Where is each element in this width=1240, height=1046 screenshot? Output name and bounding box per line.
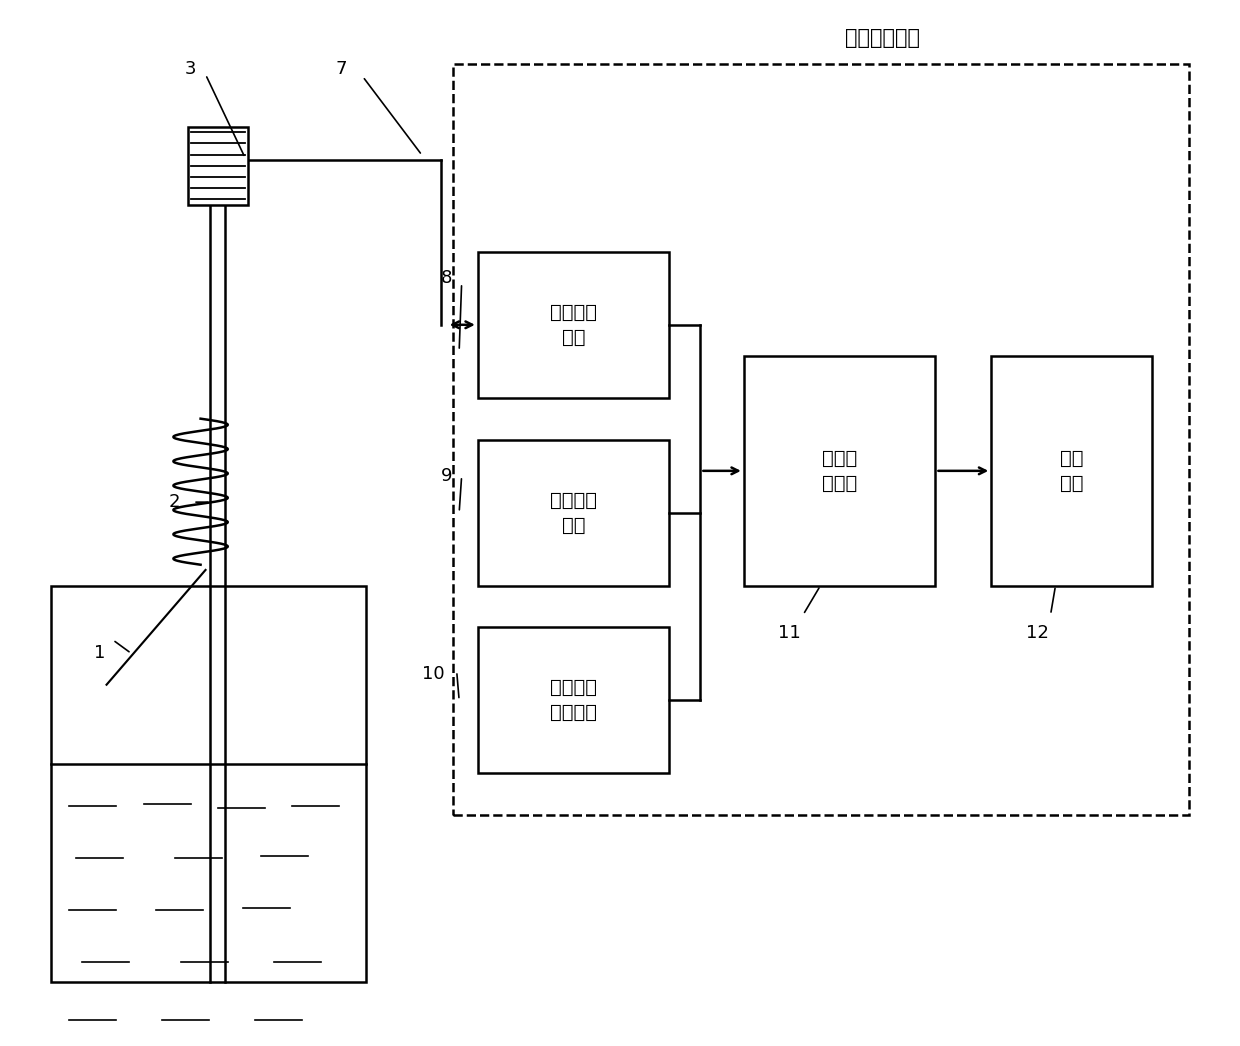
- Text: 2: 2: [169, 493, 180, 511]
- Text: 激励接收
装置: 激励接收 装置: [551, 302, 598, 347]
- Text: 12: 12: [1025, 623, 1049, 641]
- Bar: [453, 64, 1189, 815]
- Bar: [477, 439, 670, 586]
- Bar: [188, 127, 248, 205]
- Bar: [51, 586, 366, 982]
- Text: 浸润深度
测量装置: 浸润深度 测量装置: [551, 679, 598, 723]
- Bar: [991, 356, 1152, 586]
- Text: 3: 3: [185, 61, 196, 78]
- Text: 7: 7: [336, 61, 347, 78]
- Bar: [477, 252, 670, 397]
- Text: 9: 9: [440, 468, 453, 485]
- Text: 11: 11: [779, 623, 801, 641]
- Text: 8: 8: [440, 269, 451, 287]
- Bar: [744, 356, 935, 586]
- Bar: [477, 628, 670, 773]
- Text: 数据处
理模块: 数据处 理模块: [822, 449, 857, 493]
- Text: 1: 1: [94, 644, 105, 662]
- Text: 综合功能模块: 综合功能模块: [846, 28, 920, 48]
- Text: 10: 10: [422, 665, 445, 683]
- Text: 结果
显示: 结果 显示: [1060, 449, 1084, 493]
- Text: 温度测量
装置: 温度测量 装置: [551, 491, 598, 535]
